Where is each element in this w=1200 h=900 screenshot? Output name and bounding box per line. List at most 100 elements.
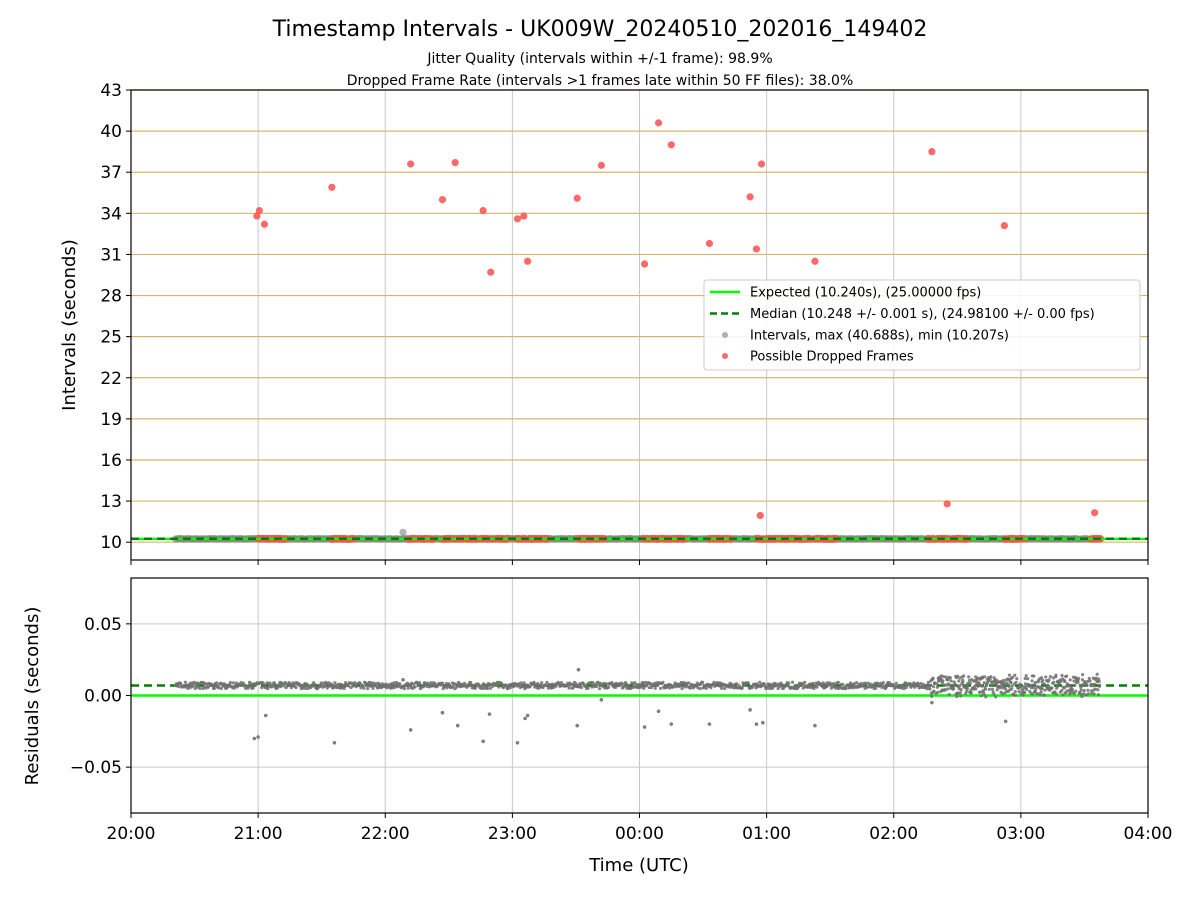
residual-point bbox=[946, 687, 950, 691]
residual-point bbox=[485, 686, 490, 691]
residual-point bbox=[1047, 678, 1051, 682]
residual-point bbox=[994, 678, 999, 682]
residual-point bbox=[1060, 689, 1064, 693]
residual-point bbox=[926, 680, 930, 685]
y-tick-label: 34 bbox=[100, 204, 122, 224]
dropped-frame-point bbox=[1091, 509, 1099, 517]
residual-point bbox=[735, 682, 739, 686]
residual-point bbox=[417, 681, 422, 685]
residual-point bbox=[597, 687, 602, 691]
residual-point bbox=[215, 681, 219, 685]
residual-point bbox=[961, 680, 965, 684]
residual-point bbox=[1085, 683, 1089, 687]
y-tick-label: 0.05 bbox=[84, 615, 122, 635]
residual-point bbox=[1030, 679, 1034, 683]
residual-point bbox=[495, 683, 499, 687]
residual-point bbox=[746, 681, 750, 685]
legend-dropped-swatch bbox=[722, 353, 728, 359]
residual-point bbox=[440, 710, 445, 715]
y-tick-label: −0.05 bbox=[70, 758, 122, 778]
residual-point bbox=[990, 687, 994, 691]
residual-point bbox=[832, 682, 836, 686]
residual-point bbox=[193, 686, 197, 691]
residual-point bbox=[959, 694, 963, 698]
residual-point bbox=[844, 687, 848, 691]
residual-point bbox=[333, 681, 337, 685]
residual-point bbox=[1025, 687, 1029, 692]
residual-point bbox=[649, 686, 654, 690]
residual-point bbox=[1072, 691, 1076, 696]
residuals-y-axis-label: Residuals (seconds) bbox=[22, 607, 43, 786]
dropped-frame-point bbox=[520, 212, 528, 220]
dropped-frame-point bbox=[746, 193, 754, 201]
residual-point bbox=[1080, 678, 1085, 682]
residual-point bbox=[519, 681, 523, 685]
x-tick-label: 22:00 bbox=[361, 824, 410, 844]
residual-point bbox=[989, 675, 993, 679]
legend-box bbox=[703, 279, 1141, 371]
residual-point bbox=[228, 680, 233, 685]
residual-point bbox=[241, 681, 245, 685]
dropped-frame-point bbox=[479, 206, 487, 215]
legend-intervals-label: Intervals, max (40.688s), min (10.207s) bbox=[750, 329, 1009, 344]
residuals-series bbox=[173, 667, 1102, 745]
residual-point bbox=[231, 681, 236, 685]
residual-point bbox=[1004, 687, 1008, 691]
residual-point bbox=[1021, 693, 1025, 697]
y-tick-label: 31 bbox=[100, 245, 122, 265]
residual-point bbox=[931, 676, 935, 680]
residual-point bbox=[521, 683, 525, 687]
residual-point bbox=[811, 681, 815, 685]
residual-point bbox=[642, 725, 647, 729]
residual-point bbox=[1042, 693, 1047, 697]
residual-point bbox=[370, 683, 374, 688]
residual-point bbox=[1092, 692, 1096, 696]
dropped-frame-point bbox=[928, 148, 936, 156]
residual-point bbox=[289, 685, 294, 690]
residual-point bbox=[659, 686, 663, 690]
y-tick-label: 0.00 bbox=[84, 687, 122, 707]
residual-point bbox=[1076, 680, 1080, 684]
residual-point bbox=[987, 687, 991, 692]
residual-point bbox=[948, 683, 952, 687]
residual-point bbox=[1079, 685, 1083, 690]
residual-point bbox=[813, 723, 817, 728]
residual-point bbox=[371, 686, 375, 690]
residual-point bbox=[1040, 686, 1044, 691]
residual-point bbox=[925, 683, 930, 687]
residual-point bbox=[947, 692, 951, 697]
residual-point bbox=[559, 680, 564, 685]
y-tick-label: 10 bbox=[100, 533, 122, 553]
residual-point bbox=[1026, 677, 1030, 681]
residual-point bbox=[1007, 673, 1012, 677]
residual-point bbox=[1018, 682, 1022, 686]
residual-point bbox=[571, 686, 575, 690]
residual-point bbox=[1035, 692, 1039, 696]
residual-point bbox=[949, 679, 953, 683]
residual-point bbox=[962, 674, 966, 678]
residual-point bbox=[653, 686, 657, 690]
residual-point bbox=[614, 685, 618, 689]
residual-point bbox=[413, 685, 417, 689]
residual-point bbox=[709, 686, 713, 690]
residual-point bbox=[1023, 690, 1027, 695]
residual-point bbox=[256, 735, 260, 739]
residual-point bbox=[1033, 680, 1037, 685]
residual-point bbox=[401, 677, 405, 682]
residual-point bbox=[995, 688, 999, 692]
residual-point bbox=[942, 683, 946, 687]
y-tick-label: 25 bbox=[100, 328, 122, 348]
residual-point bbox=[841, 683, 845, 687]
residual-point bbox=[554, 684, 558, 688]
residual-point bbox=[325, 686, 329, 690]
residual-point bbox=[294, 685, 298, 690]
dropped-frame-point bbox=[451, 159, 459, 167]
residual-point bbox=[1083, 680, 1087, 684]
residual-point bbox=[332, 740, 337, 745]
residual-point bbox=[748, 708, 752, 712]
residual-point bbox=[754, 722, 759, 726]
residual-point bbox=[313, 682, 317, 687]
residual-point bbox=[481, 739, 485, 744]
residual-point bbox=[1031, 685, 1036, 689]
